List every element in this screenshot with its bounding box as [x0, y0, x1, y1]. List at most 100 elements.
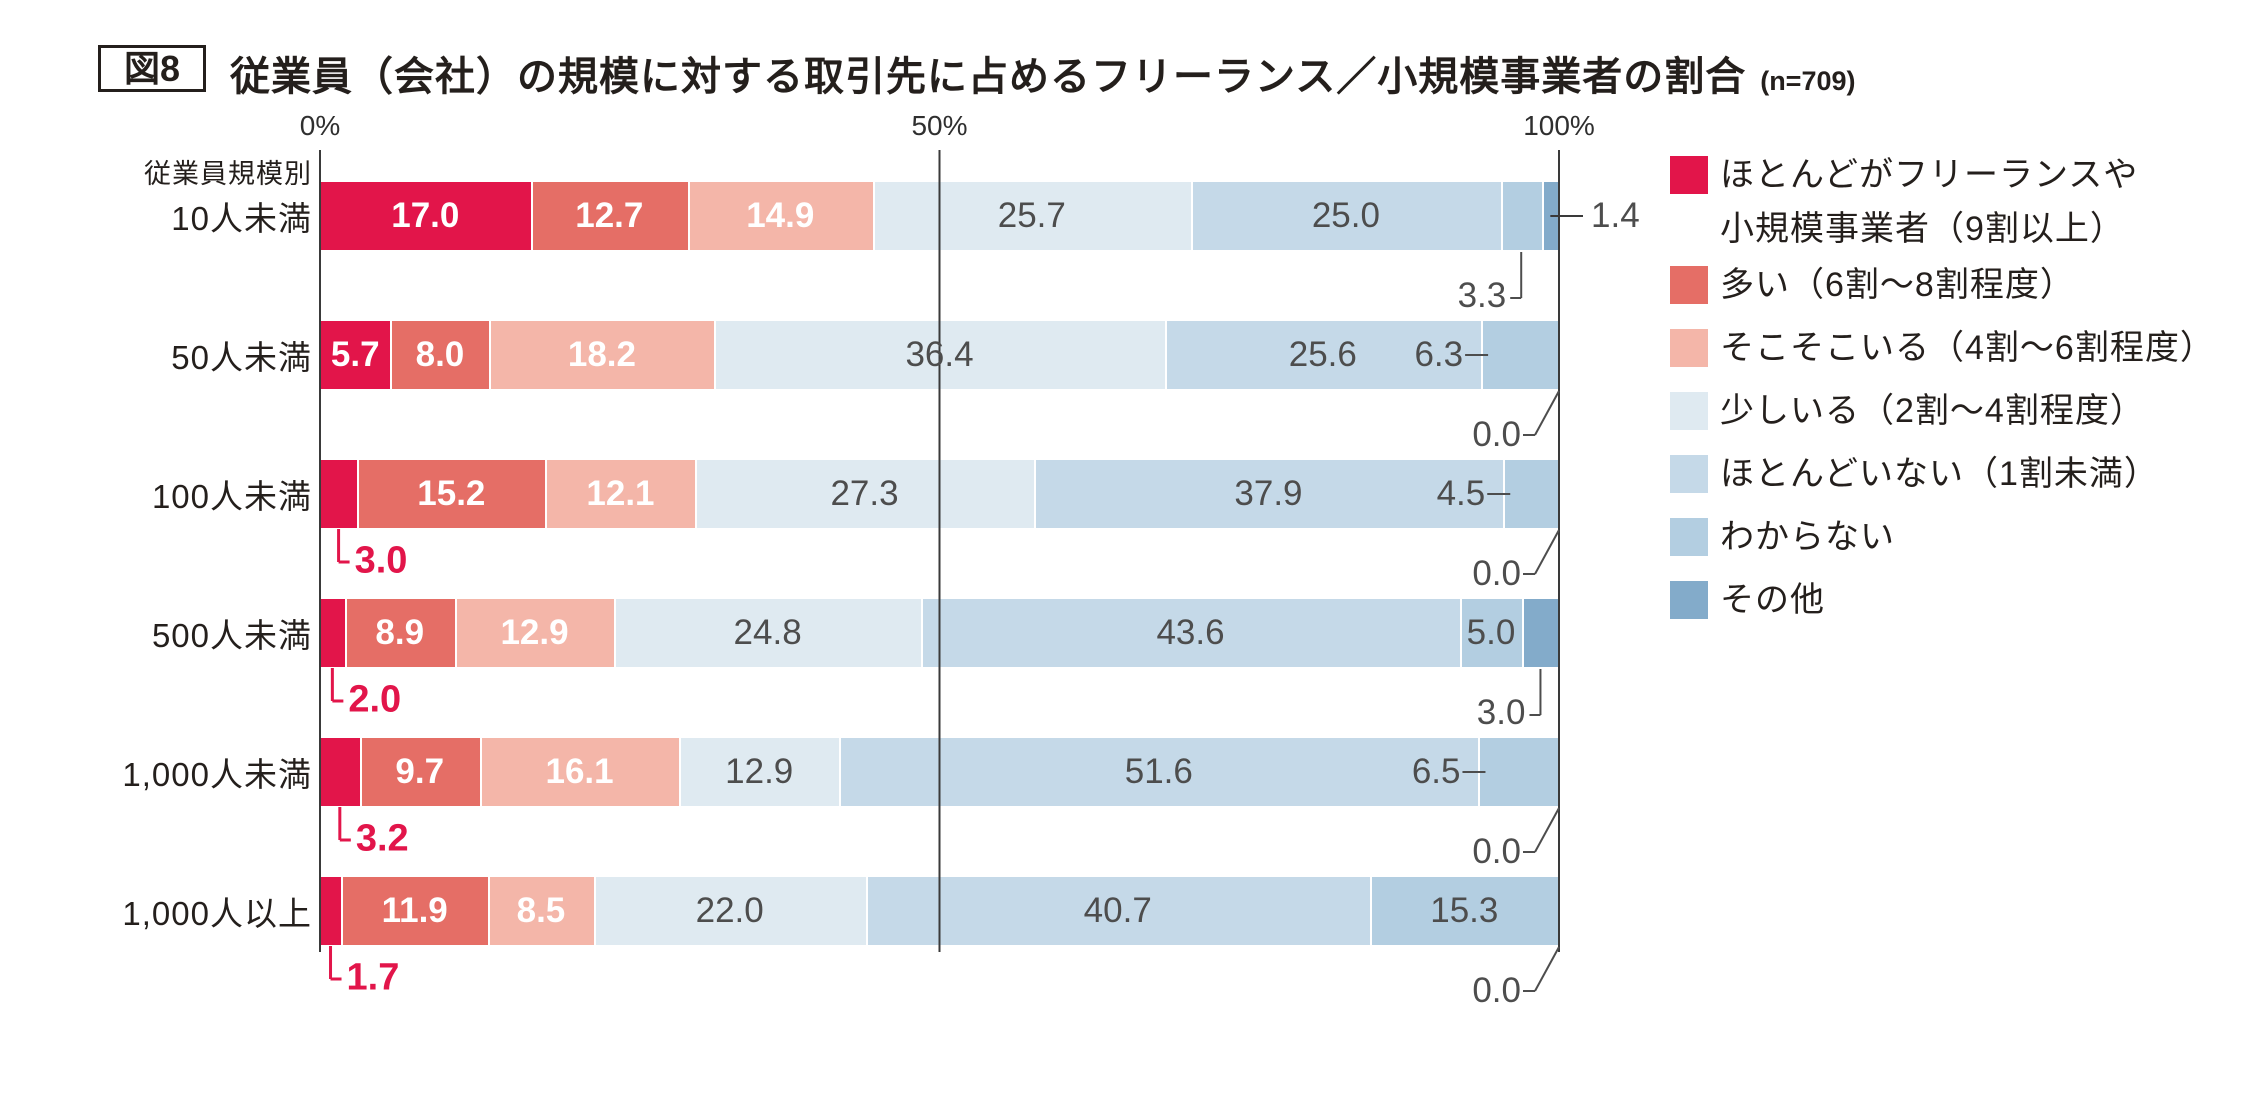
segment-わからない	[1503, 460, 1559, 528]
legend-swatch-icon	[1670, 392, 1708, 430]
value-label: 18.2	[567, 335, 636, 374]
value-label: 5.7	[330, 335, 380, 374]
value-label: 8.9	[375, 613, 425, 652]
segment-そこそこいる（4割～6割程度）	[479, 738, 680, 806]
value-label: 12.9	[500, 613, 569, 652]
axis-label: 従業員規模別	[144, 159, 312, 189]
segment-ほとんどいない（1割未満）	[920, 599, 1461, 667]
value-label-callout-red: 3.2	[355, 817, 409, 860]
value-label-callout-red: 3.0	[354, 539, 408, 582]
segment-ほとんどがフリーランスや小規模事業者（9割以上）	[320, 599, 345, 667]
category-label: 100人未満	[151, 478, 312, 515]
legend-item-6: その他	[1670, 573, 1825, 627]
segment-そこそこいる（4割～6割程度）	[545, 460, 696, 528]
segment-少しいる（2割～4割程度）	[872, 182, 1192, 250]
sample-size: (n=709)	[1760, 66, 1856, 96]
legend-swatch-icon	[1670, 266, 1708, 304]
legend-swatch-icon	[1670, 156, 1708, 194]
legend-item-4: ほとんどいない（1割未満）	[1670, 447, 2159, 501]
figure-header: 従業員（会社）の規模に対する取引先に占めるフリーランス／小規模事業者の割合 (n=…	[230, 44, 1856, 102]
legend-item-1: 多い（6割～8割程度）	[1670, 258, 2075, 312]
value-label: 27.3	[830, 474, 899, 513]
segment-少しいる（2割～4割程度）	[614, 599, 921, 667]
value-label: 14.9	[746, 196, 815, 235]
legend-label: その他	[1720, 581, 1825, 619]
category-label: 1,000人以上	[122, 895, 312, 932]
x-tick-label: 0%	[299, 110, 341, 141]
value-label-callout: 0.0	[1472, 832, 1521, 871]
segment-そこそこいる（4割～6割程度）	[489, 321, 715, 389]
legend-swatch-icon	[1670, 581, 1708, 619]
segment-多い（6割～8割程度）	[344, 599, 455, 667]
value-label-dash: 4.5	[1436, 474, 1486, 513]
value-label: 5.0	[1466, 613, 1516, 652]
value-label: 25.0	[1311, 196, 1380, 235]
legend-item-0: ほとんどがフリーランスや 小規模事業者（9割以上）	[1670, 148, 2138, 256]
segment-わからない	[1478, 738, 1559, 806]
segment-ほとんどがフリーランスや小規模事業者（9割以上）	[320, 460, 358, 528]
value-label: 15.3	[1430, 891, 1499, 930]
segment-わからない	[1481, 321, 1559, 389]
figure-number: 図8	[123, 48, 181, 89]
value-label-callout: 0.0	[1472, 971, 1521, 1010]
segment-多い（6割～8割程度）	[359, 738, 480, 806]
legend-swatch-icon	[1670, 455, 1708, 493]
callout-diag-line	[1534, 529, 1560, 575]
legend-label: 少しいる（2割～4割程度）	[1720, 392, 2145, 430]
value-label-callout-red: 2.0	[348, 678, 402, 721]
value-label: 16.1	[545, 752, 614, 791]
legend-item-5: わからない	[1670, 510, 1895, 564]
segment-ほとんどがフリーランスや小規模事業者（9割以上）	[320, 321, 391, 389]
legend-item-2: そこそこいる（4割～6割程度）	[1670, 321, 2215, 375]
legend-label: そこそこいる（4割～6割程度）	[1720, 329, 2215, 367]
category-label: 1,000人未満	[122, 756, 312, 793]
segment-そこそこいる（4割～6割程度）	[687, 182, 873, 250]
value-label: 8.5	[516, 891, 566, 930]
legend-swatch-icon	[1670, 518, 1708, 556]
figure-title: 従業員（会社）の規模に対する取引先に占めるフリーランス／小規模事業者の割合	[230, 55, 1747, 99]
value-label: 51.6	[1124, 752, 1193, 791]
segment-ほとんどいない（1割未満）	[865, 877, 1370, 945]
value-label: 12.7	[575, 196, 644, 235]
value-label: 12.1	[586, 474, 655, 513]
legend-label: わからない	[1720, 518, 1895, 556]
segment-ほとんどいない（1割未満）	[1164, 321, 1482, 389]
value-label-callout: 0.0	[1472, 554, 1521, 593]
segment-ほとんどがフリーランスや小規模事業者（9割以上）	[320, 738, 360, 806]
value-label: 25.7	[997, 196, 1066, 235]
segment-ほとんどいない（1割未満）	[839, 738, 1479, 806]
value-label: 22.0	[695, 891, 764, 930]
category-label: 500人未満	[151, 617, 312, 654]
segment-その他	[1521, 599, 1559, 667]
legend-label: ほとんどがフリーランスや 小規模事業者（9割以上）	[1720, 156, 2139, 248]
legend-label: ほとんどいない（1割未満）	[1720, 455, 2159, 493]
segment-その他	[1541, 182, 1559, 250]
segment-ほとんどがフリーランスや小規模事業者（9割以上）	[320, 182, 531, 250]
legend-item-3: 少しいる（2割～4割程度）	[1670, 384, 2145, 438]
legend-label: 多い（6割～8割程度）	[1720, 266, 2075, 304]
value-label: 36.4	[905, 335, 974, 374]
category-label: 10人未満	[171, 200, 312, 237]
segment-少しいる（2割～4割程度）	[593, 877, 866, 945]
category-label: 50人未満	[171, 339, 312, 376]
value-label: 17.0	[391, 196, 460, 235]
value-label-callout: 1.4	[1591, 196, 1640, 235]
value-label: 40.7	[1083, 891, 1152, 930]
figure-number-box: 図8	[98, 45, 206, 92]
segment-わからない	[1369, 877, 1559, 945]
callout-diag-line	[1534, 807, 1560, 853]
value-label: 37.9	[1234, 474, 1303, 513]
x-tick-label: 100%	[1523, 110, 1595, 141]
segment-ほとんどがフリーランスや小規模事業者（9割以上）	[320, 877, 342, 945]
value-label: 11.9	[381, 891, 448, 930]
segment-ほとんどいない（1割未満）	[1191, 182, 1501, 250]
segment-わからない	[1500, 182, 1542, 250]
callout-diag-line	[1534, 946, 1560, 992]
value-label-dash: 6.3	[1414, 335, 1464, 374]
legend-swatch-icon	[1670, 329, 1708, 367]
value-label: 9.7	[395, 752, 445, 791]
callout-diag-line	[1534, 390, 1560, 436]
value-label: 15.2	[417, 474, 486, 513]
value-label-callout: 0.0	[1472, 415, 1521, 454]
